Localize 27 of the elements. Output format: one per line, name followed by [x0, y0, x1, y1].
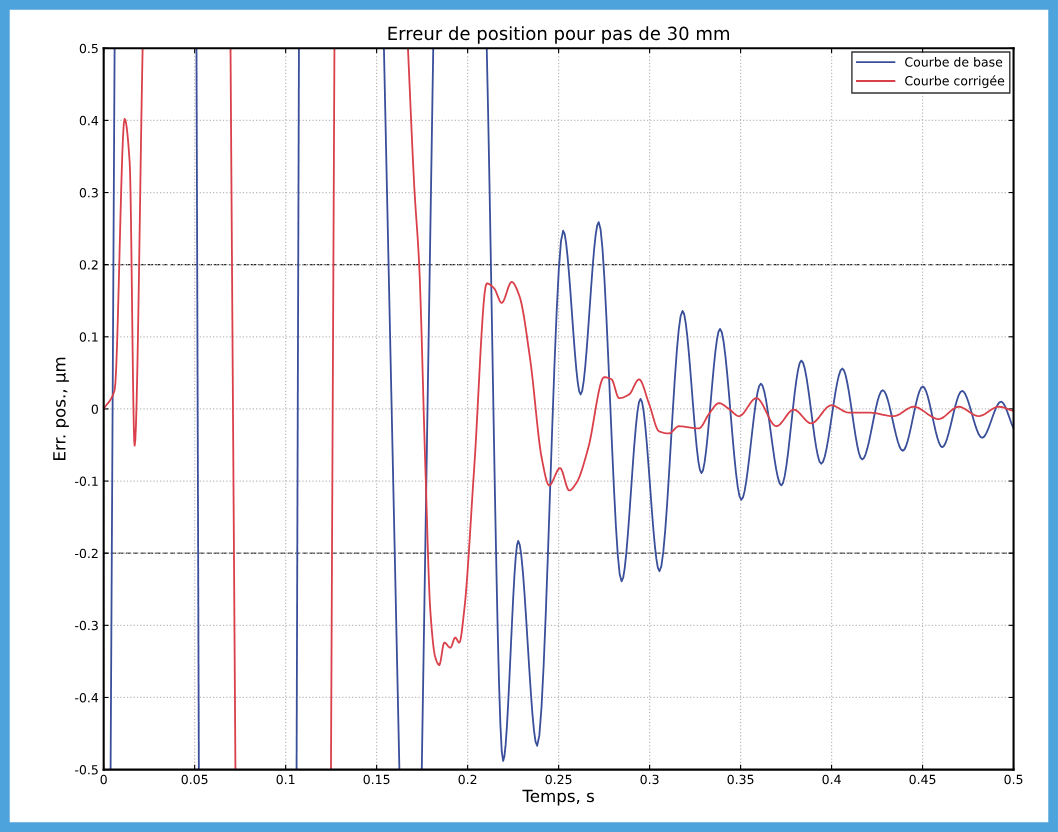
- y-tick-label: -0.1: [75, 476, 98, 486]
- y-tick-label: -0.3: [75, 620, 98, 631]
- y-tick-label: 0.2: [79, 260, 98, 270]
- x-axis-title: Temps, s: [522, 789, 594, 806]
- x-tick-label: 0.15: [363, 774, 390, 785]
- x-tick-label: 0.05: [181, 774, 208, 785]
- x-tick-label: 0.35: [727, 774, 754, 785]
- y-tick-label: -0.4: [75, 692, 99, 703]
- y-tick-label: 0.3: [79, 188, 98, 198]
- x-tick-label: 0.3: [640, 774, 659, 785]
- x-tick-label: 0.2: [458, 774, 477, 785]
- x-tick-label: 0.5: [1004, 774, 1023, 785]
- y-axis-title: Err. pos., µm: [53, 357, 69, 460]
- x-tick-label: 0.25: [545, 774, 572, 785]
- y-tick-label: -0.2: [75, 548, 98, 559]
- legend-label: Courbe de base: [905, 57, 1003, 67]
- y-tick-label: 0.4: [79, 115, 99, 126]
- y-tick-label: -0.5: [75, 765, 98, 775]
- chart-title: Erreur de position pour pas de 30 mm: [388, 26, 729, 44]
- x-tick-label: 0.4: [822, 774, 841, 785]
- y-tick-label: 0.1: [79, 332, 98, 342]
- x-tick-label: 0.45: [909, 774, 936, 785]
- x-tick-label: 0: [100, 774, 107, 785]
- y-tick-label: 0: [91, 404, 98, 414]
- y-tick-label: 0.5: [79, 43, 98, 54]
- legend-label: Courbe corrigée: [905, 75, 1005, 88]
- x-tick-label: 0.1: [276, 774, 295, 785]
